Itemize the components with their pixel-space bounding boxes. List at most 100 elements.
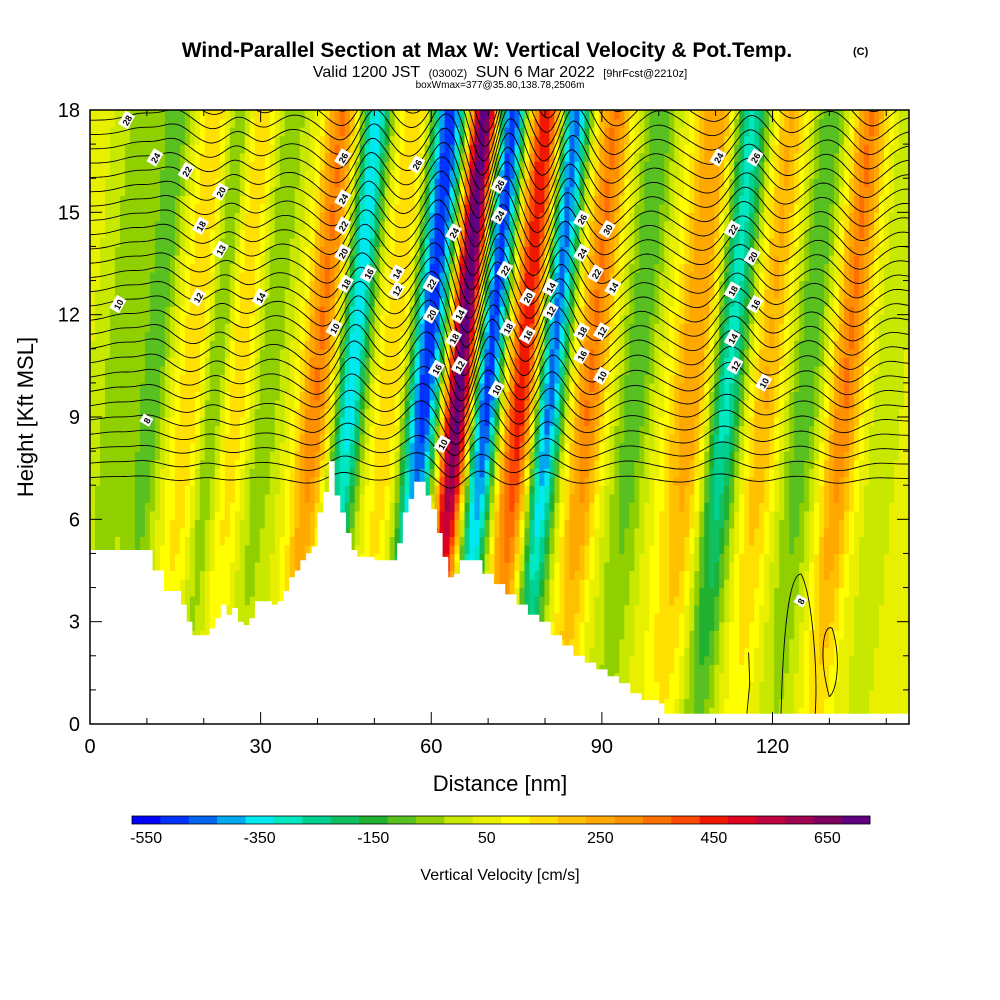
velocity-cell: [774, 536, 780, 546]
velocity-cell: [749, 681, 755, 691]
velocity-cell: [734, 579, 740, 589]
velocity-cell: [844, 698, 850, 708]
velocity-cell: [649, 570, 655, 580]
velocity-cell: [194, 587, 201, 597]
velocity-cell: [454, 553, 461, 563]
velocity-cell: [379, 553, 386, 563]
velocity-cell: [889, 476, 895, 486]
velocity-cell: [489, 476, 496, 486]
velocity-cell: [104, 476, 111, 486]
velocity-cell: [799, 587, 805, 597]
velocity-cell: [654, 613, 660, 623]
velocity-cell: [279, 561, 286, 572]
velocity-cell: [584, 647, 590, 657]
velocity-cell: [819, 655, 825, 665]
velocity-cell: [629, 485, 635, 495]
velocity-cell: [839, 664, 845, 674]
velocity-cell: [444, 485, 451, 495]
velocity-cell: [369, 544, 376, 555]
velocity-cell: [894, 536, 900, 546]
velocity-cell: [709, 485, 715, 495]
velocity-cell: [894, 672, 900, 682]
velocity-cell: [809, 672, 815, 682]
velocity-cell: [659, 587, 665, 597]
velocity-cell: [589, 638, 595, 648]
velocity-cell: [709, 544, 715, 555]
velocity-cell: [184, 604, 191, 614]
velocity-cell: [869, 570, 875, 580]
velocity-cell: [679, 519, 685, 529]
velocity-cell: [884, 468, 890, 478]
velocity-cell: [729, 604, 735, 614]
velocity-cell: [684, 698, 690, 708]
velocity-cell: [714, 664, 720, 674]
velocity-cell: [814, 655, 820, 665]
velocity-cell: [789, 519, 795, 529]
velocity-cell: [839, 647, 845, 657]
velocity-cell: [759, 493, 765, 503]
velocity-cell: [484, 485, 491, 495]
velocity-cell: [479, 476, 486, 486]
velocity-cell: [569, 527, 575, 537]
velocity-cell: [764, 706, 770, 717]
velocity-cell: [669, 587, 675, 597]
velocity-cell: [199, 485, 206, 495]
velocity-cell: [754, 630, 760, 640]
velocity-cell: [834, 689, 840, 700]
velocity-cell: [504, 536, 511, 546]
velocity-cell: [239, 459, 246, 469]
velocity-cell: [374, 468, 381, 478]
velocity-cell: [739, 510, 745, 520]
velocity-cell: [299, 459, 306, 469]
velocity-cell: [449, 536, 456, 546]
velocity-cell: [859, 587, 865, 597]
velocity-cell: [134, 527, 141, 537]
velocity-cell: [884, 630, 890, 640]
velocity-cell: [869, 672, 875, 682]
velocity-cell: [809, 510, 815, 520]
velocity-cell: [184, 544, 191, 555]
velocity-cell: [814, 689, 820, 700]
velocity-cell: [584, 579, 590, 589]
velocity-cell: [884, 655, 890, 665]
velocity-cell: [549, 485, 556, 495]
velocity-cell: [819, 493, 825, 503]
velocity-cell: [744, 672, 750, 682]
velocity-cell: [654, 579, 660, 589]
velocity-cell: [139, 536, 146, 546]
velocity-cell: [569, 570, 575, 580]
velocity-cell: [599, 664, 605, 674]
velocity-cell: [759, 468, 765, 478]
velocity-cell: [899, 476, 905, 486]
velocity-cell: [474, 553, 481, 563]
velocity-cell: [709, 579, 715, 589]
velocity-cell: [404, 493, 411, 503]
velocity-cell: [724, 527, 730, 537]
velocity-cell: [899, 647, 905, 657]
velocity-cell: [884, 613, 890, 623]
velocity-cell: [569, 621, 575, 631]
velocity-cell: [724, 536, 730, 546]
velocity-cell: [754, 587, 760, 597]
velocity-cell: [499, 570, 506, 580]
velocity-cell: [784, 672, 790, 682]
velocity-cell: [254, 544, 261, 555]
velocity-cell: [559, 493, 566, 503]
velocity-cell: [754, 493, 760, 503]
velocity-cell: [379, 476, 386, 486]
velocity-cell: [249, 570, 256, 580]
velocity-cell: [799, 544, 805, 555]
velocity-cell: [899, 519, 905, 529]
velocity-cell: [669, 630, 675, 640]
velocity-cell: [624, 519, 630, 529]
velocity-cell: [704, 613, 710, 623]
velocity-cell: [779, 579, 785, 589]
velocity-cell: [304, 459, 311, 469]
velocity-cell: [569, 468, 575, 478]
velocity-cell: [249, 544, 256, 555]
velocity-cell: [904, 544, 909, 555]
velocity-cell: [304, 536, 311, 546]
velocity-cell: [349, 519, 356, 529]
velocity-cell: [864, 672, 870, 682]
velocity-cell: [544, 587, 551, 597]
